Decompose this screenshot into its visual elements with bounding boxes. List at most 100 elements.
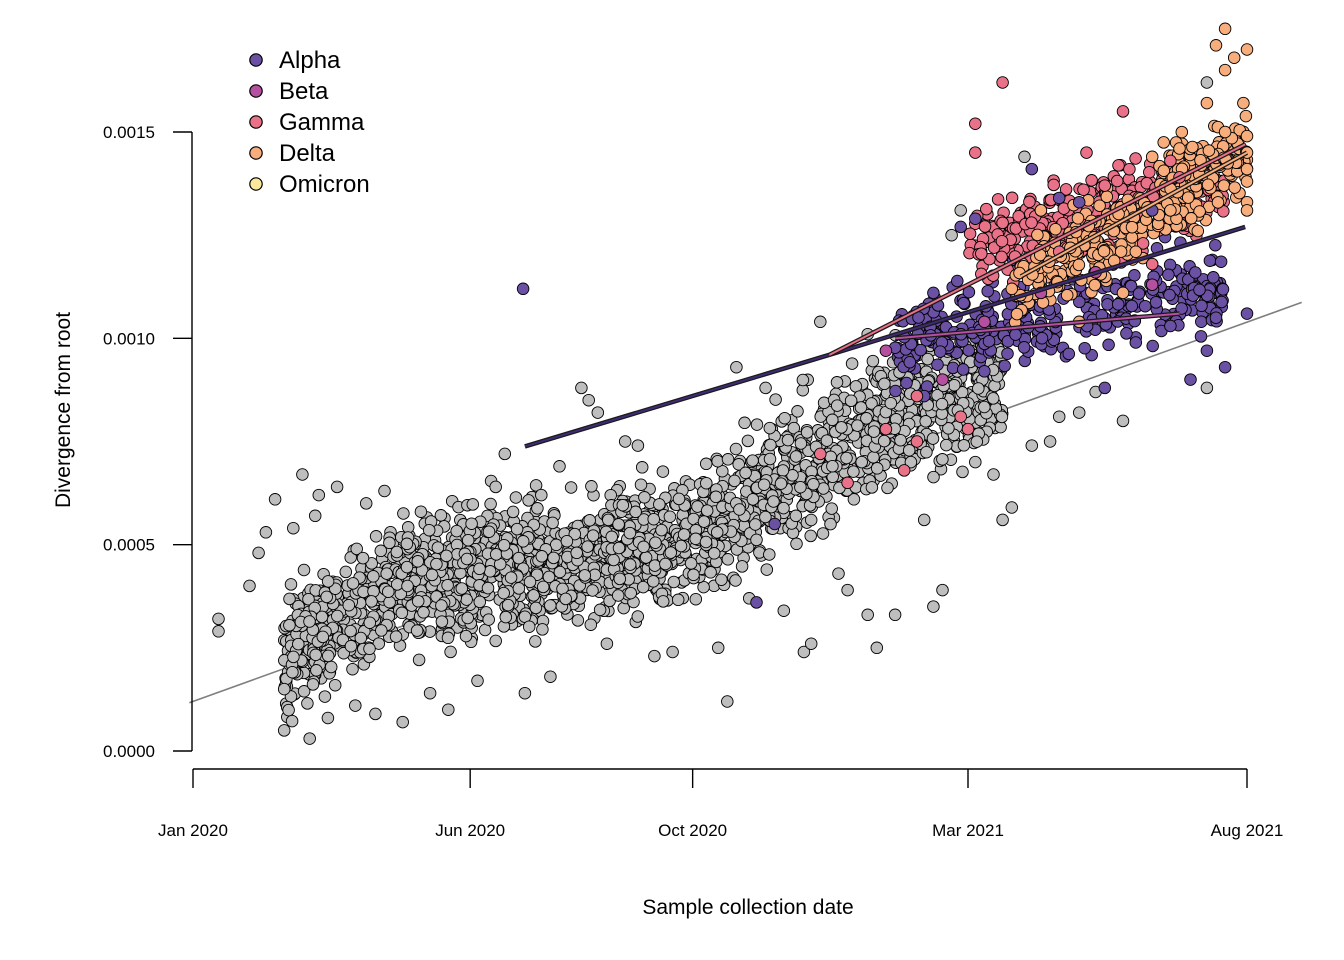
- background-point: [465, 517, 478, 530]
- background-point: [728, 474, 741, 488]
- legend-item-delta: Delta: [249, 140, 336, 167]
- background-point: [759, 510, 772, 524]
- background-point: [664, 546, 678, 559]
- background-point: [344, 551, 357, 564]
- delta-point: [1218, 22, 1232, 36]
- background-point: [498, 447, 512, 461]
- background-point: [978, 400, 991, 414]
- background-point: [303, 615, 316, 628]
- y-tick-label: 0.0005: [103, 536, 155, 555]
- gamma-point: [1110, 174, 1124, 188]
- background-point: [750, 418, 764, 431]
- background-point: [575, 381, 588, 395]
- background-point: [816, 527, 830, 540]
- background-point: [529, 601, 543, 615]
- background-point: [509, 491, 523, 504]
- background-point: [759, 381, 772, 395]
- background-point: [757, 478, 771, 491]
- clade-line-fill: [524, 353, 830, 448]
- background-point: [425, 568, 439, 582]
- background-point: [711, 454, 724, 468]
- background-point: [444, 645, 457, 659]
- background-point: [732, 458, 745, 471]
- background-point: [252, 546, 265, 560]
- delta-point: [1071, 212, 1085, 225]
- background-point: [638, 491, 651, 504]
- delta-point: [1202, 144, 1216, 157]
- legend-label: Omicron: [279, 171, 370, 198]
- background-point: [461, 533, 475, 547]
- alpha-point: [1193, 283, 1206, 297]
- delta-point: [1010, 307, 1024, 321]
- legend-label: Gamma: [279, 109, 365, 136]
- alpha-point: [1195, 315, 1208, 328]
- gamma-point: [1136, 237, 1150, 250]
- background-point: [840, 451, 853, 465]
- background-point: [568, 527, 582, 541]
- delta-point: [1093, 199, 1106, 212]
- background-point: [516, 535, 530, 548]
- delta-point: [1125, 220, 1139, 234]
- background-point: [382, 585, 395, 598]
- background-point: [867, 450, 880, 464]
- background-point: [431, 541, 445, 554]
- background-point: [522, 494, 535, 507]
- background-point: [542, 570, 556, 584]
- background-point: [283, 592, 296, 606]
- background-point: [342, 598, 356, 612]
- gamma-point: [1012, 209, 1025, 223]
- background-point: [826, 459, 839, 473]
- background-point: [721, 453, 735, 466]
- background-point: [544, 599, 557, 612]
- background-point: [397, 507, 410, 520]
- delta-point: [1184, 212, 1198, 225]
- background-point: [292, 637, 305, 651]
- background-point: [529, 479, 543, 492]
- background-point: [794, 480, 807, 494]
- background-point: [473, 595, 487, 609]
- background-point: [648, 649, 661, 663]
- background-point: [942, 422, 955, 435]
- gamma-point: [963, 227, 977, 240]
- background-point: [412, 653, 426, 667]
- background-point: [1200, 381, 1214, 395]
- alpha-point: [1216, 283, 1230, 296]
- background-point: [629, 505, 642, 519]
- gamma-point: [1112, 159, 1125, 172]
- alpha-point: [1207, 271, 1220, 284]
- x-tick-label: Jan 2020: [158, 821, 228, 840]
- background-point: [902, 444, 916, 457]
- background-point: [970, 435, 984, 448]
- background-point: [1072, 406, 1086, 419]
- alpha-point: [1164, 319, 1177, 333]
- background-point: [287, 521, 300, 535]
- background-point: [417, 606, 430, 619]
- background-point: [624, 586, 637, 600]
- gamma-point: [954, 410, 967, 423]
- y-tick-label: 0.0000: [103, 742, 155, 761]
- background-point: [268, 493, 282, 506]
- alpha-point: [1194, 330, 1208, 343]
- background-point: [423, 686, 437, 700]
- background-point: [635, 461, 649, 474]
- clade-trend-line-delta: [1019, 150, 1249, 279]
- background-point: [356, 551, 370, 565]
- background-point: [527, 589, 540, 602]
- background-point: [830, 376, 844, 389]
- legend-item-omicron: Omicron: [249, 171, 370, 198]
- background-point: [776, 464, 790, 477]
- background-point: [489, 548, 503, 561]
- background-point: [945, 228, 958, 242]
- background-point: [653, 498, 666, 511]
- legend-item-beta: Beta: [249, 78, 329, 105]
- alpha-point: [1132, 287, 1146, 300]
- background-point: [826, 413, 839, 427]
- gamma-point: [978, 220, 992, 233]
- background-point: [481, 581, 495, 595]
- gamma-point: [991, 193, 1005, 206]
- axes: 0.0000 0.0005 0.0010 0.0015 Jan 2020 Jun 2020…: [103, 123, 1283, 840]
- clade-trend-line-alpha: [524, 352, 831, 449]
- background-point: [400, 537, 414, 551]
- alpha-point: [1200, 344, 1214, 357]
- background-point-cloud: [212, 76, 1223, 745]
